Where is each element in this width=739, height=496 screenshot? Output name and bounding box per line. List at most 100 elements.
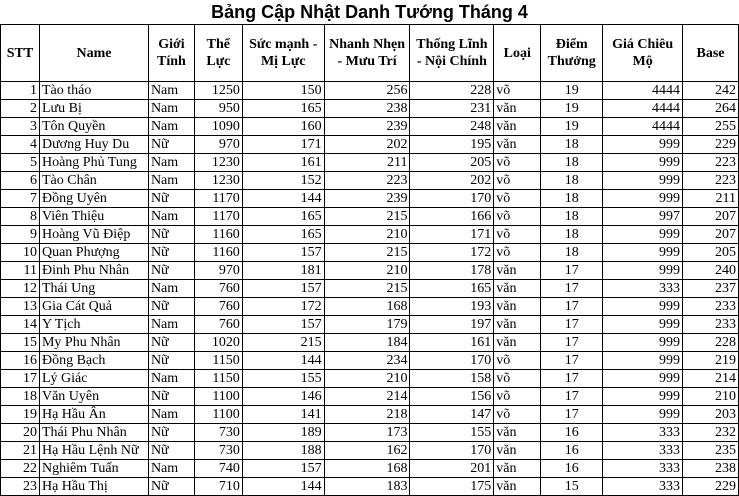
strength-charm-cell[interactable]: 215 [241, 333, 325, 352]
gender-cell[interactable]: Nữ [147, 423, 195, 442]
command-politics-cell[interactable]: 202 [409, 171, 495, 190]
recruit-price-cell[interactable]: 999 [602, 297, 684, 316]
stamina-cell[interactable]: 950 [193, 99, 243, 118]
recruit-price-cell[interactable]: 999 [602, 405, 684, 424]
name-cell[interactable]: Viên Thiệu [38, 207, 149, 226]
strength-charm-cell[interactable]: 165 [241, 99, 325, 118]
stamina-cell[interactable]: 1170 [193, 189, 243, 208]
strength-charm-cell[interactable]: 157 [241, 279, 325, 298]
command-politics-cell[interactable]: 205 [409, 153, 495, 172]
strength-charm-cell[interactable]: 152 [241, 171, 325, 190]
strength-charm-cell[interactable]: 171 [241, 135, 325, 154]
command-politics-cell[interactable]: 155 [409, 423, 495, 442]
col-header-recruit-price[interactable]: Giá Chiêu Mộ [602, 24, 684, 82]
bonus-points-cell[interactable]: 18 [540, 207, 604, 226]
bonus-points-cell[interactable]: 18 [540, 243, 604, 262]
agility-wisdom-cell[interactable]: 239 [323, 117, 411, 136]
name-cell[interactable]: Tào Chân [38, 171, 149, 190]
gender-cell[interactable]: Nam [147, 153, 195, 172]
type-cell[interactable]: văn [493, 423, 542, 442]
recruit-price-cell[interactable]: 333 [602, 459, 684, 478]
base-cell[interactable]: 205 [682, 243, 739, 262]
bonus-points-cell[interactable]: 19 [540, 99, 604, 118]
type-cell[interactable]: võ [493, 387, 542, 406]
name-cell[interactable]: Lưu Bị [38, 99, 149, 118]
stt-cell[interactable]: 23 [0, 477, 40, 496]
type-cell[interactable]: văn [493, 279, 542, 298]
agility-wisdom-cell[interactable]: 184 [323, 333, 411, 352]
agility-wisdom-cell[interactable]: 234 [323, 351, 411, 370]
name-cell[interactable]: Hạ Hầu Ân [38, 405, 149, 424]
base-cell[interactable]: 228 [682, 333, 739, 352]
agility-wisdom-cell[interactable]: 238 [323, 99, 411, 118]
agility-wisdom-cell[interactable]: 215 [323, 207, 411, 226]
base-cell[interactable]: 240 [682, 261, 739, 280]
recruit-price-cell[interactable]: 333 [602, 423, 684, 442]
stt-cell[interactable]: 19 [0, 405, 40, 424]
stt-cell[interactable]: 16 [0, 351, 40, 370]
col-header-base[interactable]: Base [682, 24, 739, 82]
bonus-points-cell[interactable]: 17 [540, 297, 604, 316]
gender-cell[interactable]: Nữ [147, 261, 195, 280]
agility-wisdom-cell[interactable]: 256 [323, 81, 411, 100]
command-politics-cell[interactable]: 161 [409, 333, 495, 352]
gender-cell[interactable]: Nữ [147, 351, 195, 370]
gender-cell[interactable]: Nam [147, 405, 195, 424]
agility-wisdom-cell[interactable]: 202 [323, 135, 411, 154]
recruit-price-cell[interactable]: 333 [602, 441, 684, 460]
name-cell[interactable]: Hoàng Vũ Điệp [38, 225, 149, 244]
stt-cell[interactable]: 15 [0, 333, 40, 352]
bonus-points-cell[interactable]: 18 [540, 225, 604, 244]
strength-charm-cell[interactable]: 172 [241, 297, 325, 316]
bonus-points-cell[interactable]: 17 [540, 405, 604, 424]
stt-cell[interactable]: 8 [0, 207, 40, 226]
bonus-points-cell[interactable]: 18 [540, 171, 604, 190]
col-header-stamina[interactable]: Thể Lực [193, 24, 243, 82]
command-politics-cell[interactable]: 178 [409, 261, 495, 280]
recruit-price-cell[interactable]: 999 [602, 387, 684, 406]
agility-wisdom-cell[interactable]: 179 [323, 315, 411, 334]
stt-cell[interactable]: 10 [0, 243, 40, 262]
bonus-points-cell[interactable]: 17 [540, 351, 604, 370]
gender-cell[interactable]: Nữ [147, 477, 195, 496]
gender-cell[interactable]: Nữ [147, 225, 195, 244]
base-cell[interactable]: 238 [682, 459, 739, 478]
stt-cell[interactable]: 6 [0, 171, 40, 190]
name-cell[interactable]: Đồng Bạch [38, 351, 149, 370]
type-cell[interactable]: văn [493, 261, 542, 280]
stamina-cell[interactable]: 740 [193, 459, 243, 478]
type-cell[interactable]: văn [493, 135, 542, 154]
strength-charm-cell[interactable]: 188 [241, 441, 325, 460]
strength-charm-cell[interactable]: 161 [241, 153, 325, 172]
name-cell[interactable]: Tào tháo [38, 81, 149, 100]
type-cell[interactable]: võ [493, 243, 542, 262]
strength-charm-cell[interactable]: 160 [241, 117, 325, 136]
col-header-type[interactable]: Loại [493, 24, 542, 82]
stamina-cell[interactable]: 1100 [193, 387, 243, 406]
stt-cell[interactable]: 14 [0, 315, 40, 334]
command-politics-cell[interactable]: 231 [409, 99, 495, 118]
agility-wisdom-cell[interactable]: 218 [323, 405, 411, 424]
col-header-name[interactable]: Name [38, 24, 149, 82]
agility-wisdom-cell[interactable]: 215 [323, 279, 411, 298]
agility-wisdom-cell[interactable]: 215 [323, 243, 411, 262]
recruit-price-cell[interactable]: 999 [602, 135, 684, 154]
name-cell[interactable]: Dương Huy Du [38, 135, 149, 154]
strength-charm-cell[interactable]: 189 [241, 423, 325, 442]
command-politics-cell[interactable]: 248 [409, 117, 495, 136]
col-header-agility-wisdom[interactable]: Nhanh Nhẹn - Mưu Trí [323, 24, 411, 82]
bonus-points-cell[interactable]: 17 [540, 333, 604, 352]
type-cell[interactable]: võ [493, 225, 542, 244]
stamina-cell[interactable]: 1090 [193, 117, 243, 136]
type-cell[interactable]: võ [493, 189, 542, 208]
gender-cell[interactable]: Nữ [147, 441, 195, 460]
recruit-price-cell[interactable]: 999 [602, 333, 684, 352]
name-cell[interactable]: Văn Uyên [38, 387, 149, 406]
agility-wisdom-cell[interactable]: 162 [323, 441, 411, 460]
command-politics-cell[interactable]: 170 [409, 189, 495, 208]
name-cell[interactable]: Gia Cát Quả [38, 297, 149, 316]
stt-cell[interactable]: 3 [0, 117, 40, 136]
bonus-points-cell[interactable]: 19 [540, 117, 604, 136]
gender-cell[interactable]: Nam [147, 207, 195, 226]
type-cell[interactable]: văn [493, 333, 542, 352]
